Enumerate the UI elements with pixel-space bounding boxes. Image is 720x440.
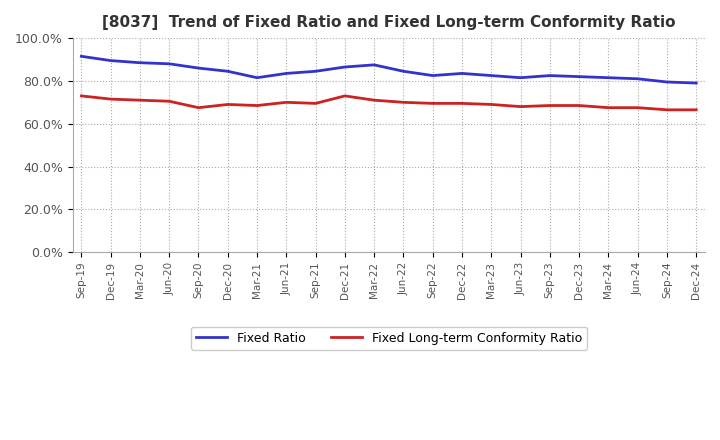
- Fixed Ratio: [604, 75, 613, 81]
- Line: Fixed Long-term Conformity Ratio: Fixed Long-term Conformity Ratio: [81, 96, 696, 110]
- Fixed Long-term Conformity Ratio: [634, 105, 642, 110]
- Fixed Long-term Conformity Ratio: [223, 102, 232, 107]
- Fixed Long-term Conformity Ratio: [399, 100, 408, 105]
- Fixed Ratio: [458, 71, 467, 76]
- Fixed Long-term Conformity Ratio: [604, 105, 613, 110]
- Fixed Ratio: [428, 73, 437, 78]
- Fixed Ratio: [546, 73, 554, 78]
- Fixed Long-term Conformity Ratio: [282, 100, 291, 105]
- Fixed Ratio: [107, 58, 115, 63]
- Fixed Ratio: [165, 61, 174, 66]
- Fixed Long-term Conformity Ratio: [546, 103, 554, 108]
- Legend: Fixed Ratio, Fixed Long-term Conformity Ratio: Fixed Ratio, Fixed Long-term Conformity …: [191, 327, 587, 350]
- Fixed Long-term Conformity Ratio: [662, 107, 671, 113]
- Fixed Long-term Conformity Ratio: [77, 93, 86, 99]
- Fixed Long-term Conformity Ratio: [692, 107, 701, 113]
- Fixed Long-term Conformity Ratio: [575, 103, 583, 108]
- Fixed Long-term Conformity Ratio: [135, 98, 144, 103]
- Fixed Ratio: [575, 74, 583, 79]
- Fixed Long-term Conformity Ratio: [458, 101, 467, 106]
- Fixed Ratio: [487, 73, 495, 78]
- Fixed Long-term Conformity Ratio: [370, 98, 379, 103]
- Fixed Ratio: [135, 60, 144, 66]
- Fixed Long-term Conformity Ratio: [487, 102, 495, 107]
- Fixed Ratio: [516, 75, 525, 81]
- Fixed Ratio: [662, 79, 671, 84]
- Fixed Ratio: [399, 69, 408, 74]
- Fixed Ratio: [370, 62, 379, 67]
- Fixed Ratio: [194, 66, 203, 71]
- Fixed Long-term Conformity Ratio: [341, 93, 349, 99]
- Fixed Ratio: [634, 76, 642, 81]
- Fixed Long-term Conformity Ratio: [253, 103, 261, 108]
- Fixed Long-term Conformity Ratio: [107, 96, 115, 102]
- Fixed Ratio: [77, 54, 86, 59]
- Fixed Ratio: [223, 69, 232, 74]
- Fixed Ratio: [692, 81, 701, 86]
- Title: [8037]  Trend of Fixed Ratio and Fixed Long-term Conformity Ratio: [8037] Trend of Fixed Ratio and Fixed Lo…: [102, 15, 675, 30]
- Fixed Ratio: [282, 71, 291, 76]
- Fixed Ratio: [311, 69, 320, 74]
- Fixed Long-term Conformity Ratio: [165, 99, 174, 104]
- Fixed Ratio: [253, 75, 261, 81]
- Line: Fixed Ratio: Fixed Ratio: [81, 56, 696, 83]
- Fixed Ratio: [341, 64, 349, 70]
- Fixed Long-term Conformity Ratio: [428, 101, 437, 106]
- Fixed Long-term Conformity Ratio: [311, 101, 320, 106]
- Fixed Long-term Conformity Ratio: [516, 104, 525, 109]
- Fixed Long-term Conformity Ratio: [194, 105, 203, 110]
